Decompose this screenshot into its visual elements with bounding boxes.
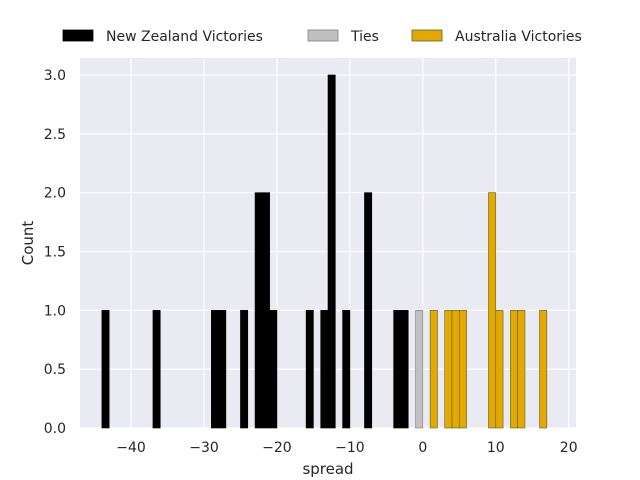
y-tick-label: 1.0	[44, 303, 66, 319]
bar	[510, 310, 518, 429]
bar	[495, 310, 504, 429]
bar	[393, 310, 402, 429]
x-tick-label: −10	[335, 440, 365, 456]
x-axis-label: spread	[302, 460, 353, 478]
bar	[415, 310, 424, 429]
legend-label: New Zealand Victories	[106, 29, 263, 45]
bar	[444, 310, 453, 429]
bar	[364, 192, 373, 429]
x-tick-label: 20	[560, 440, 578, 456]
y-tick-label: 0.0	[44, 421, 66, 437]
legend-label: Australia Victories	[455, 29, 582, 45]
y-tick-label: 3.0	[44, 68, 66, 84]
legend-swatch	[307, 29, 339, 42]
bars	[101, 74, 548, 429]
bar	[240, 310, 249, 429]
x-tick-label: −30	[189, 440, 219, 456]
bar	[488, 192, 497, 429]
bar	[342, 310, 351, 429]
legend: New Zealand Victories Ties Australia Victo…	[62, 29, 582, 45]
bar	[210, 310, 219, 429]
bar	[517, 310, 526, 429]
y-tick-label: 1.5	[44, 245, 66, 261]
bar	[101, 310, 110, 429]
y-axis-label: Count	[19, 221, 37, 266]
bar	[320, 310, 329, 429]
bar	[152, 310, 161, 429]
x-axis-ticks: −40 −30 −20 −10 0 10 20	[116, 440, 577, 456]
legend-swatch	[62, 29, 94, 42]
x-tick-label: −20	[262, 440, 292, 456]
bar	[539, 310, 548, 429]
bar	[429, 310, 438, 429]
bar	[269, 310, 278, 429]
y-tick-label: 0.5	[44, 362, 66, 378]
y-tick-label: 2.0	[44, 186, 66, 202]
bar	[262, 192, 270, 429]
x-tick-label: 0	[418, 440, 427, 456]
x-tick-label: −40	[116, 440, 146, 456]
bar	[327, 74, 336, 429]
bar	[458, 310, 467, 429]
y-axis-ticks: 0.0 0.5 1.0 1.5 2.0 2.5 3.0	[44, 68, 66, 437]
bar	[218, 310, 227, 429]
bar	[254, 192, 263, 429]
legend-label: Ties	[350, 29, 379, 45]
x-tick-label: 10	[487, 440, 505, 456]
legend-swatch	[411, 29, 443, 42]
bar	[305, 310, 314, 429]
bar	[400, 310, 409, 429]
bar	[451, 310, 460, 429]
y-tick-label: 2.5	[44, 127, 66, 143]
